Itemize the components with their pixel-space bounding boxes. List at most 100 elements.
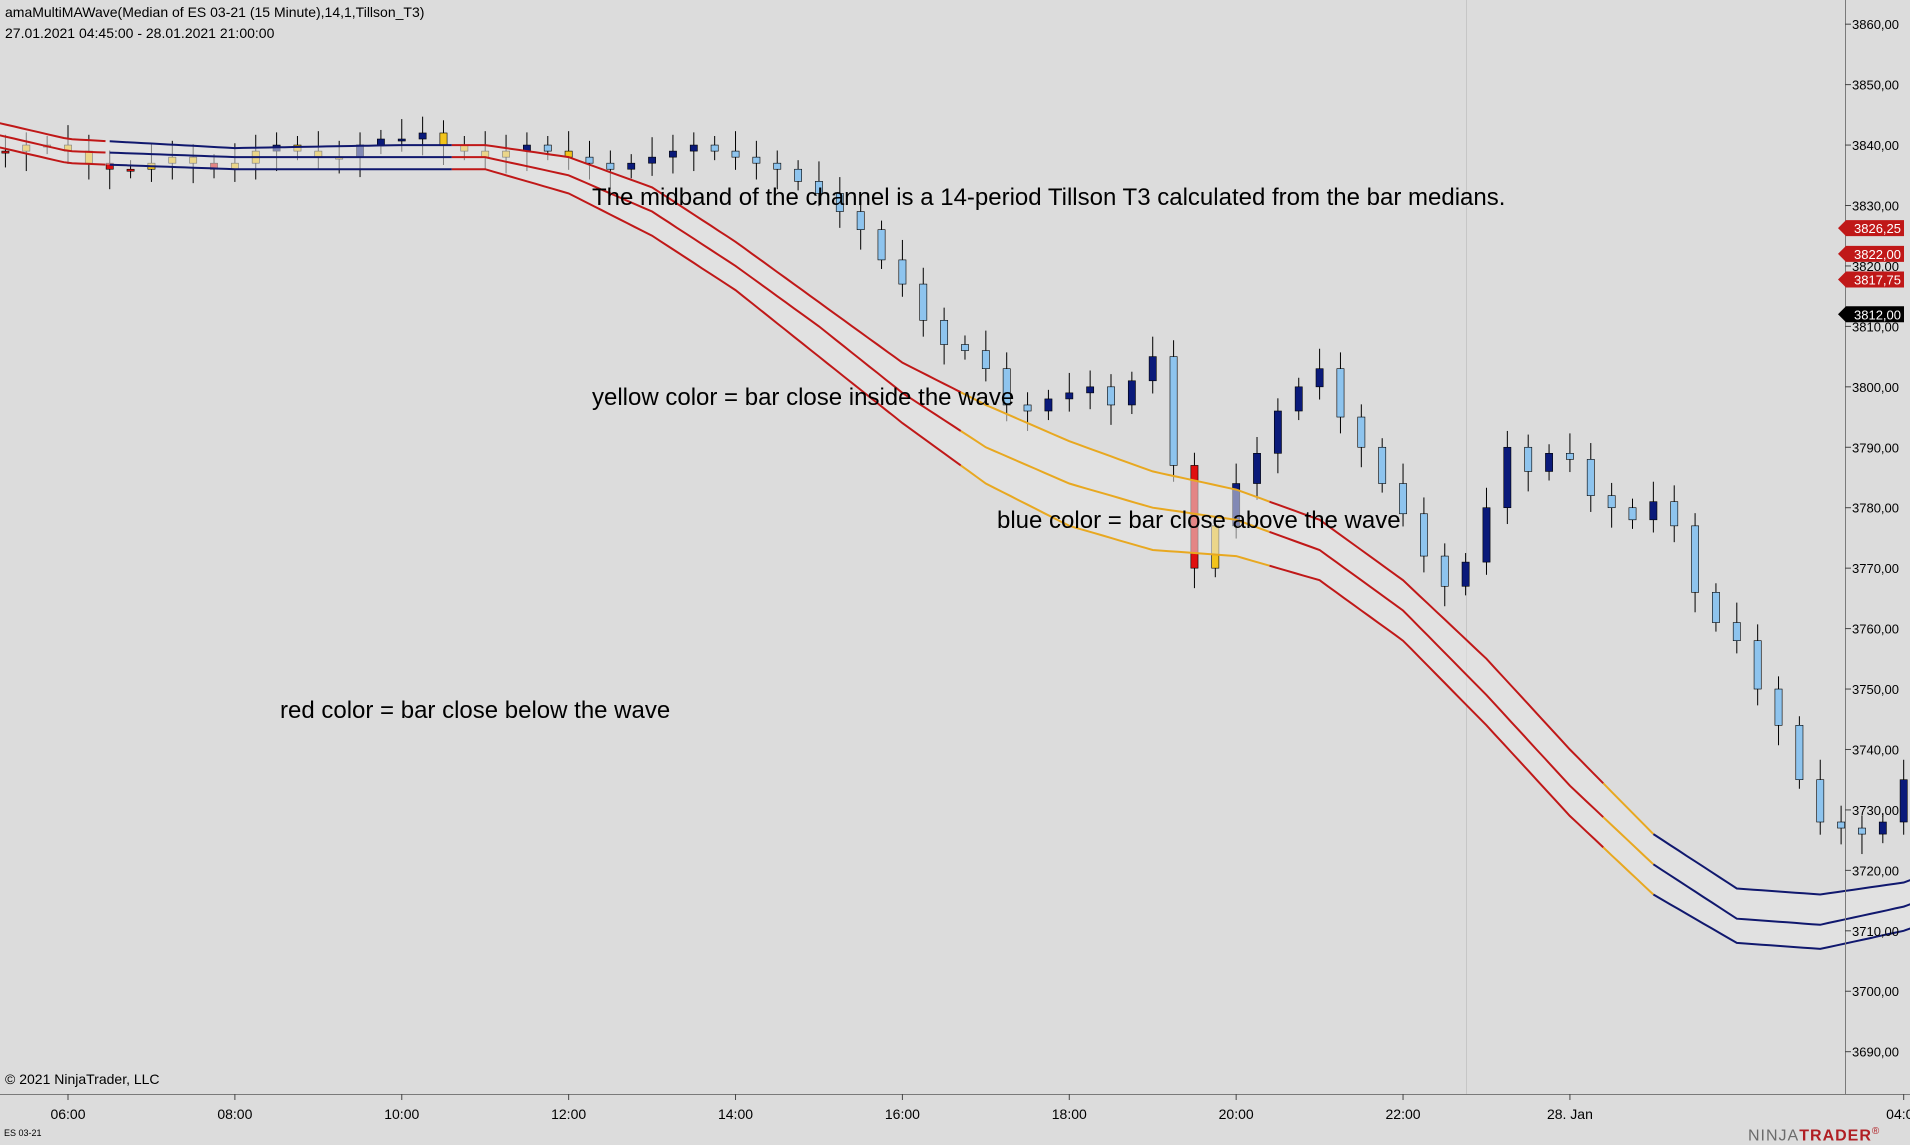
wave-band_mid-segment <box>451 156 962 432</box>
candle-body <box>1732 622 1741 641</box>
candle-body <box>773 162 782 170</box>
wave-band_upper-segment <box>0 122 106 143</box>
candle-body <box>1002 368 1011 406</box>
copyright-text: © 2021 NinjaTrader, LLC <box>5 1071 160 1087</box>
candle-body <box>940 320 949 345</box>
candle-body <box>856 211 865 230</box>
price-tag <box>1838 245 1904 262</box>
y-tick-label: 3720,00 <box>1852 863 1899 878</box>
candle-body <box>1878 821 1887 835</box>
y-tick-label: 3730,00 <box>1852 803 1899 818</box>
candle-body <box>981 350 990 369</box>
candle-body <box>627 162 636 170</box>
x-tick-label: 20:00 <box>1219 1106 1254 1122</box>
x-tick-label: 28. Jan <box>1547 1106 1593 1122</box>
candle-body <box>585 156 594 164</box>
y-tick-label: 3860,00 <box>1852 17 1899 32</box>
candle-body <box>418 132 427 140</box>
x-tick-label: 14:00 <box>718 1106 753 1122</box>
wave-band_upper-segment <box>1602 782 1655 835</box>
y-tick-label: 3850,00 <box>1852 78 1899 93</box>
wave-band_upper-segment <box>1652 833 1910 896</box>
wave-band_lower-segment <box>109 163 452 171</box>
price-axis[interactable]: 3690,00 3700,00 3710,00 3720,00 3730,00 3740,… <box>1845 17 1899 1060</box>
wave-band_mid-segment <box>1269 530 1604 818</box>
wave-band_upper-segment <box>960 391 1270 503</box>
candle-body <box>1023 404 1032 412</box>
candle-body <box>1420 513 1428 557</box>
wave-band_lower-segment <box>1602 846 1655 896</box>
date-range: 27.01.2021 04:45:00 - 28.01.2021 21:00:0… <box>5 25 275 41</box>
candle-body <box>1357 416 1366 448</box>
x-tick-label: 22:00 <box>1386 1106 1421 1122</box>
candle-body <box>1795 725 1804 781</box>
wave-band_mid-segment <box>109 151 452 159</box>
y-tick-label: 3800,00 <box>1852 380 1899 395</box>
candle-body <box>1899 779 1908 823</box>
wave-band_upper-segment <box>451 144 962 394</box>
candle-body <box>1649 501 1658 521</box>
candle-body <box>1294 386 1303 412</box>
candle-body <box>1816 779 1825 823</box>
price-tag-label: 3826,25 <box>1854 221 1901 236</box>
candle-body <box>919 283 928 321</box>
candle-body <box>1315 368 1324 388</box>
logo-registered-mark: ® <box>1871 1126 1881 1137</box>
candle-body <box>1253 453 1261 484</box>
candle-body <box>1607 495 1616 509</box>
x-tick-label: 04:00 <box>1886 1106 1910 1122</box>
y-tick-label: 3750,00 <box>1852 682 1899 697</box>
candle-body <box>397 138 406 142</box>
y-tick-label: 3810,00 <box>1852 319 1899 334</box>
price-tag <box>1838 271 1904 288</box>
candle-body <box>439 132 448 146</box>
price-tag-label: 3817,75 <box>1854 273 1901 288</box>
x-tick-label: 08:00 <box>217 1106 252 1122</box>
price-tag-label: 3822,00 <box>1854 247 1901 262</box>
candle-body <box>1753 640 1762 690</box>
indicator-title: amaMultiMAWave(Median of ES 03-21 (15 Mi… <box>5 4 425 20</box>
wave-band_mid-segment <box>0 134 106 154</box>
candle-body <box>835 193 844 212</box>
x-tick-label: 18:00 <box>1052 1106 1087 1122</box>
wave-band_lower-segment <box>1269 564 1604 849</box>
candle-body <box>1858 827 1866 835</box>
ninjatrader-logo: NINJATRADER® <box>1748 1126 1880 1145</box>
wave-band_upper-segment <box>109 140 452 150</box>
x-tick-label: 10:00 <box>384 1106 419 1122</box>
wave-channel <box>0 122 1910 950</box>
candle-body <box>815 181 823 194</box>
candle-body <box>710 144 719 152</box>
wave-band_lower-segment <box>1652 893 1910 950</box>
candle-body <box>752 156 761 164</box>
candle-body <box>1169 356 1178 466</box>
candle-body <box>961 344 969 351</box>
candle-body <box>1107 386 1115 406</box>
annotation-blue: blue color = bar close above the wave <box>997 507 1401 534</box>
wave-band_mid-segment <box>1652 863 1910 926</box>
candle-body <box>1566 453 1574 460</box>
candle-body <box>1148 356 1157 382</box>
candle-body <box>689 144 698 152</box>
y-tick-label: 3790,00 <box>1852 440 1899 455</box>
candle-body <box>1837 821 1845 829</box>
candle-body <box>126 168 135 172</box>
wave-band_lower-segment <box>451 168 962 467</box>
price-tag-label: 3812,00 <box>1854 307 1901 322</box>
y-tick-label: 3700,00 <box>1852 984 1899 999</box>
x-tick-label: 06:00 <box>50 1106 85 1122</box>
y-tick-label: 3780,00 <box>1852 501 1899 516</box>
candle-body <box>648 156 656 164</box>
y-tick-label: 3690,00 <box>1852 1045 1899 1060</box>
candle-body <box>1336 368 1345 418</box>
logo-suffix: TRADER <box>1799 1127 1872 1145</box>
logo-prefix: NINJA <box>1748 1127 1800 1145</box>
time-axis[interactable]: 06:00 08:00 10:00 12:00 14:00 16:00 18:00 20:00… <box>50 1094 1910 1122</box>
candle-body <box>1273 410 1282 454</box>
candle-body <box>1586 459 1595 496</box>
candle-body <box>1378 446 1387 484</box>
wave-band_lower-segment <box>0 146 106 166</box>
candle-body <box>1691 525 1699 593</box>
candle-body <box>1127 380 1136 406</box>
